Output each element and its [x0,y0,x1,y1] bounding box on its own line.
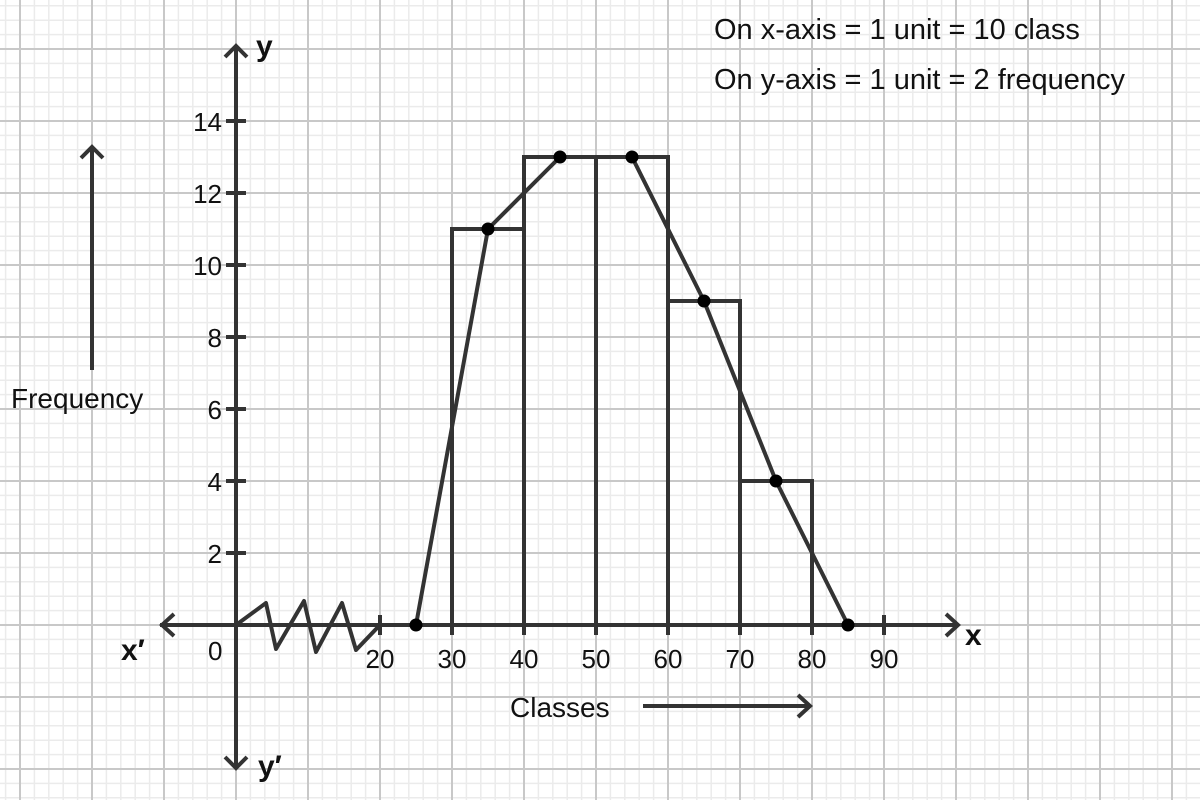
y-tick-label: 14 [193,107,222,137]
y-axis-label: y [256,30,273,63]
x-tick-label: 30 [438,644,467,674]
y-tick-label: 2 [208,539,222,569]
y-scale-note: On y-axis = 1 unit = 2 frequency [714,64,1126,96]
x-axis-title: Classes [510,692,610,723]
x-tick-label: 20 [366,644,395,674]
x-tick-label: 40 [510,644,539,674]
y-neg-arrow-icon [223,755,249,771]
polygon-point [409,618,423,632]
x-scale-note: On x-axis = 1 unit = 10 class [714,14,1080,46]
x-axis-arrow-icon [944,612,961,638]
x-tick-label: 70 [726,644,755,674]
axis-break-zigzag-icon [234,599,380,654]
x-axis-label: x [965,619,982,652]
histogram-bar [522,155,598,627]
histogram-bars [450,155,814,627]
y-tick-label: 8 [208,323,222,353]
x-neg-arrow-icon [159,612,176,638]
y-tick-label: 10 [193,251,222,281]
y-title-arrow [79,144,105,370]
polygon-point [769,474,783,488]
axis-ticks: 20 30 40 50 60 70 80 90 2 4 6 8 10 12 14 [193,107,898,674]
x-tick-label: 90 [870,644,899,674]
y-tick-label: 4 [208,467,222,497]
y-negative-label: y′ [258,750,282,783]
y-tick-label: 6 [208,395,222,425]
x-title-arrow [643,693,813,719]
frequency-polygon [409,150,855,632]
histogram-bar [666,299,742,627]
polygon-point [625,150,639,164]
polygon-point [841,618,855,632]
x-tick-label: 50 [582,644,611,674]
x-tick-label: 60 [654,644,683,674]
x-negative-label: x′ [121,634,145,667]
polygon-point [553,150,567,164]
histogram-bar [594,155,670,627]
polygon-point [481,222,495,236]
x-tick-label: 80 [798,644,827,674]
axis-labels: y x x′ y′ 0 Classes Frequency [11,30,982,783]
y-tick-label: 12 [193,179,222,209]
polygon-point [697,294,711,308]
y-axis-arrow-icon [223,43,249,59]
y-axis-title: Frequency [11,383,143,414]
histogram-bar [450,227,526,627]
origin-label: 0 [208,636,222,666]
